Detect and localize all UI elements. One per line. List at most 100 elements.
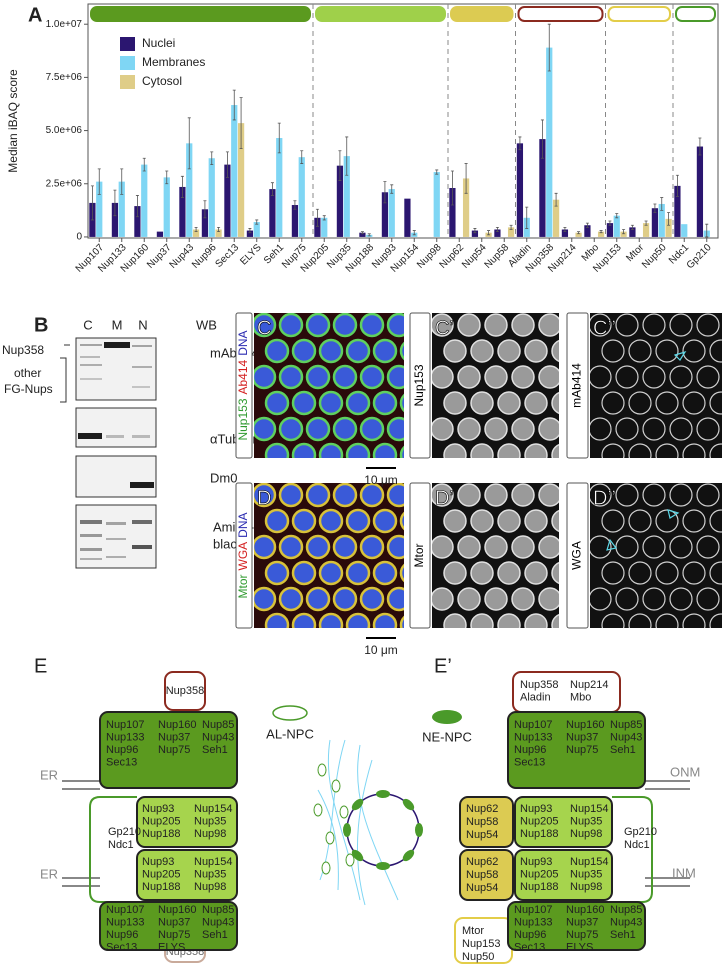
lane-label: N: [138, 317, 147, 332]
nup-name: Nup96: [106, 744, 138, 756]
nucleus: [372, 442, 398, 458]
error-bar: [653, 203, 657, 213]
nup-name: Nup214: [570, 679, 609, 691]
label-part: Ab414: [236, 359, 250, 394]
al-npc-icon: [317, 763, 327, 777]
panel-letter: E: [34, 655, 47, 677]
bar: [231, 105, 238, 237]
nucleus: [254, 364, 277, 390]
nup-name: Nup54: [466, 882, 498, 894]
error-bar: [412, 230, 416, 236]
bar: [298, 157, 305, 237]
nucleus: [254, 483, 277, 508]
plot-frame: [87, 3, 719, 239]
nucleus: [359, 586, 385, 612]
nucleus: [399, 563, 404, 583]
lane-label: M: [112, 317, 123, 332]
label-part: Nup153: [412, 364, 426, 406]
bar: [224, 164, 231, 237]
nucleus: [278, 586, 304, 612]
nup-name: Sec13: [106, 756, 137, 768]
nup-name: Nup153: [462, 938, 501, 950]
nucleus: [601, 339, 625, 363]
blot-band: [132, 545, 152, 549]
nucleus: [590, 365, 612, 389]
nucleus: [538, 483, 559, 507]
nucleus: [642, 313, 666, 337]
blot-band: [106, 522, 126, 525]
nucleus: [457, 483, 481, 507]
nucleus: [332, 313, 358, 338]
error-bar: [97, 168, 101, 195]
membrane-label: ER: [40, 866, 58, 881]
nucleus: [291, 338, 317, 364]
error-bar: [360, 231, 364, 235]
error-bar: [547, 23, 551, 72]
error-bar: [293, 200, 297, 210]
nucleus: [497, 509, 521, 533]
x-tick-label: Gp210: [685, 242, 714, 271]
nup-name: Nup37: [158, 731, 190, 743]
nucleus: [511, 365, 535, 389]
nup-name: Nup188: [520, 881, 559, 893]
bar: [134, 206, 141, 237]
nucleus: [497, 391, 521, 415]
nucleus: [551, 509, 559, 533]
nucleus: [318, 338, 344, 364]
error-bar: [383, 181, 387, 204]
error-bar: [525, 206, 529, 229]
nucleus: [443, 509, 467, 533]
arrowhead: [673, 350, 687, 361]
er-sheet: [317, 789, 339, 891]
bar: [246, 230, 254, 237]
nup-name: Nup85: [202, 904, 234, 916]
subcomplex-box: [507, 901, 646, 951]
nup-name: Nup133: [514, 916, 553, 928]
blot: [75, 455, 157, 498]
legend-label: NE-NPC: [422, 729, 472, 744]
nucleus: [359, 483, 385, 508]
nucleus: [345, 612, 371, 628]
error-bar: [660, 197, 664, 211]
nucleus: [601, 509, 625, 533]
nucleus: [443, 443, 467, 458]
arrowhead: [606, 538, 618, 551]
nup-name: Sec13: [514, 756, 545, 768]
nucleus: [470, 561, 494, 585]
nucleus: [642, 483, 666, 507]
blot-left-label: other: [14, 366, 41, 380]
error-bar: [599, 230, 603, 234]
nucleus: [399, 445, 404, 458]
nup-name: Nup358: [520, 679, 559, 691]
er-sheet: [357, 744, 399, 901]
image-letter: C’’: [593, 317, 616, 339]
bar: [388, 189, 395, 237]
blot-band: [80, 534, 102, 537]
nucleus: [590, 535, 612, 559]
nucleus: [511, 535, 535, 559]
nucleus: [254, 313, 277, 338]
label-part: DNA: [236, 512, 250, 537]
group-bar: [90, 6, 311, 22]
blot-right-label: Dm0: [210, 470, 237, 485]
nucleus: [511, 417, 535, 441]
error-bar: [322, 215, 326, 221]
nucleus: [484, 313, 508, 337]
nucleus: [696, 483, 720, 507]
nup-name: Nup188: [142, 828, 181, 840]
y-tick-label: 5.0e+06: [46, 125, 83, 136]
nucleus: [709, 509, 722, 533]
label-part: DNA: [236, 330, 250, 355]
nucleus: [457, 587, 481, 611]
subcomplex-box: [514, 849, 613, 901]
error-bar: [450, 170, 454, 206]
image-letter: C’: [435, 317, 454, 339]
error-bar: [464, 163, 468, 194]
bar: [433, 172, 440, 237]
nucleus: [538, 313, 559, 337]
blot-band: [80, 364, 102, 366]
nup-name: Nup58: [466, 869, 498, 881]
nup-name: Nup62: [466, 803, 498, 815]
